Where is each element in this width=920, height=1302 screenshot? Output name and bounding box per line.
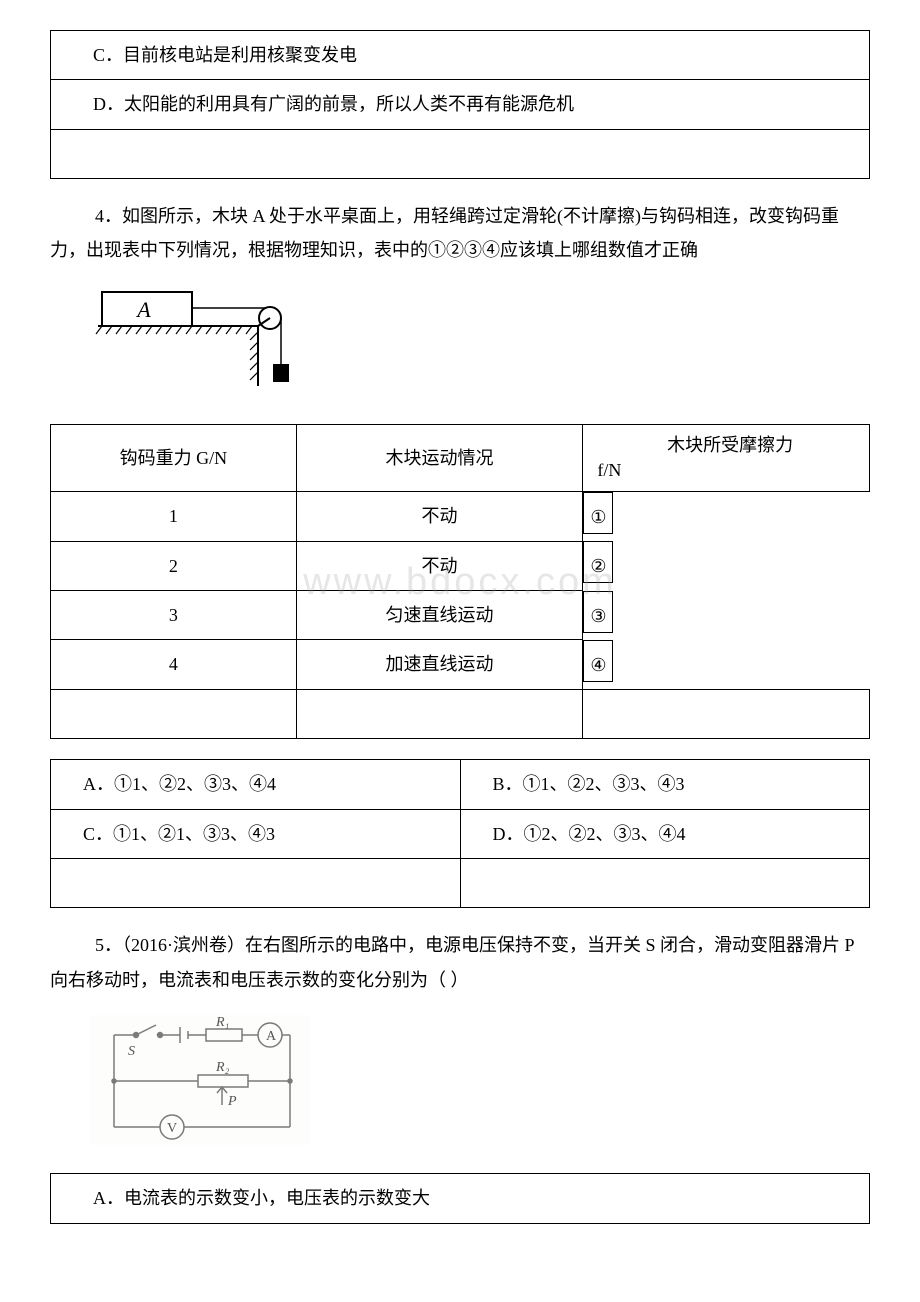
svg-text:A: A [135,297,151,322]
table-row: 1 不动 ① [51,492,870,541]
q5-options-table: A．电流表的示数变小，电压表的示数变大 [50,1173,870,1223]
svg-text:A: A [266,1029,277,1044]
q4-data-table: 钩码重力 G/N 木块运动情况 木块所受摩擦力f/N 1 不动 ① 2 不动 ②… [50,424,870,739]
q4-th-2: 木块所受摩擦力f/N [583,424,870,491]
svg-text:V: V [167,1121,177,1136]
pulley-diagram-icon: A [90,286,310,396]
q4-option-c: C．①1、②1、③3、④3 [51,809,461,858]
q4-options-table: A．①1、②2、③3、④4 B．①1、②2、③3、④3 C．①1、②1、③3、④… [50,759,870,908]
table-row: 3 匀速直线运动 ③ [51,591,870,640]
q4-th-0: 钩码重力 G/N [51,424,297,491]
svg-text:P: P [227,1094,237,1109]
circuit-diagram-icon: S R₁ R₂ P A V [90,1015,310,1145]
q5-option-a: A．电流表的示数变小，电压表的示数变大 [51,1174,870,1223]
svg-text:S: S [128,1044,135,1059]
q3-options-table: C．目前核电站是利用核聚变发电 D．太阳能的利用具有广阔的前景，所以人类不再有能… [50,30,870,179]
table-row: 4 加速直线运动 ④ [51,640,870,689]
q5-text: 5．（2016·滨州卷）在右图所示的电路中，电源电压保持不变，当开关 S 闭合，… [50,928,870,996]
q3-empty-row [51,129,870,178]
q5-figure: S R₁ R₂ P A V [90,1015,870,1155]
q4-figure: A [90,286,870,406]
table-row [51,689,870,738]
q4-th-1: 木块运动情况 [296,424,583,491]
table-row: 2 不动 ② [51,541,870,590]
svg-text:R₂: R₂ [215,1060,230,1075]
q4-option-b: B．①1、②2、③3、④3 [460,760,870,809]
q4-option-a: A．①1、②2、③3、④4 [51,760,461,809]
q4-text: 4．如图所示，木块 A 处于水平桌面上，用轻绳跨过定滑轮(不计摩擦)与钩码相连，… [50,199,870,267]
q3-option-c: C．目前核电站是利用核聚变发电 [51,31,870,80]
q3-option-d: D．太阳能的利用具有广阔的前景，所以人类不再有能源危机 [51,80,870,129]
svg-text:R₁: R₁ [215,1015,229,1030]
q4-option-d: D．①2、②2、③3、④4 [460,809,870,858]
